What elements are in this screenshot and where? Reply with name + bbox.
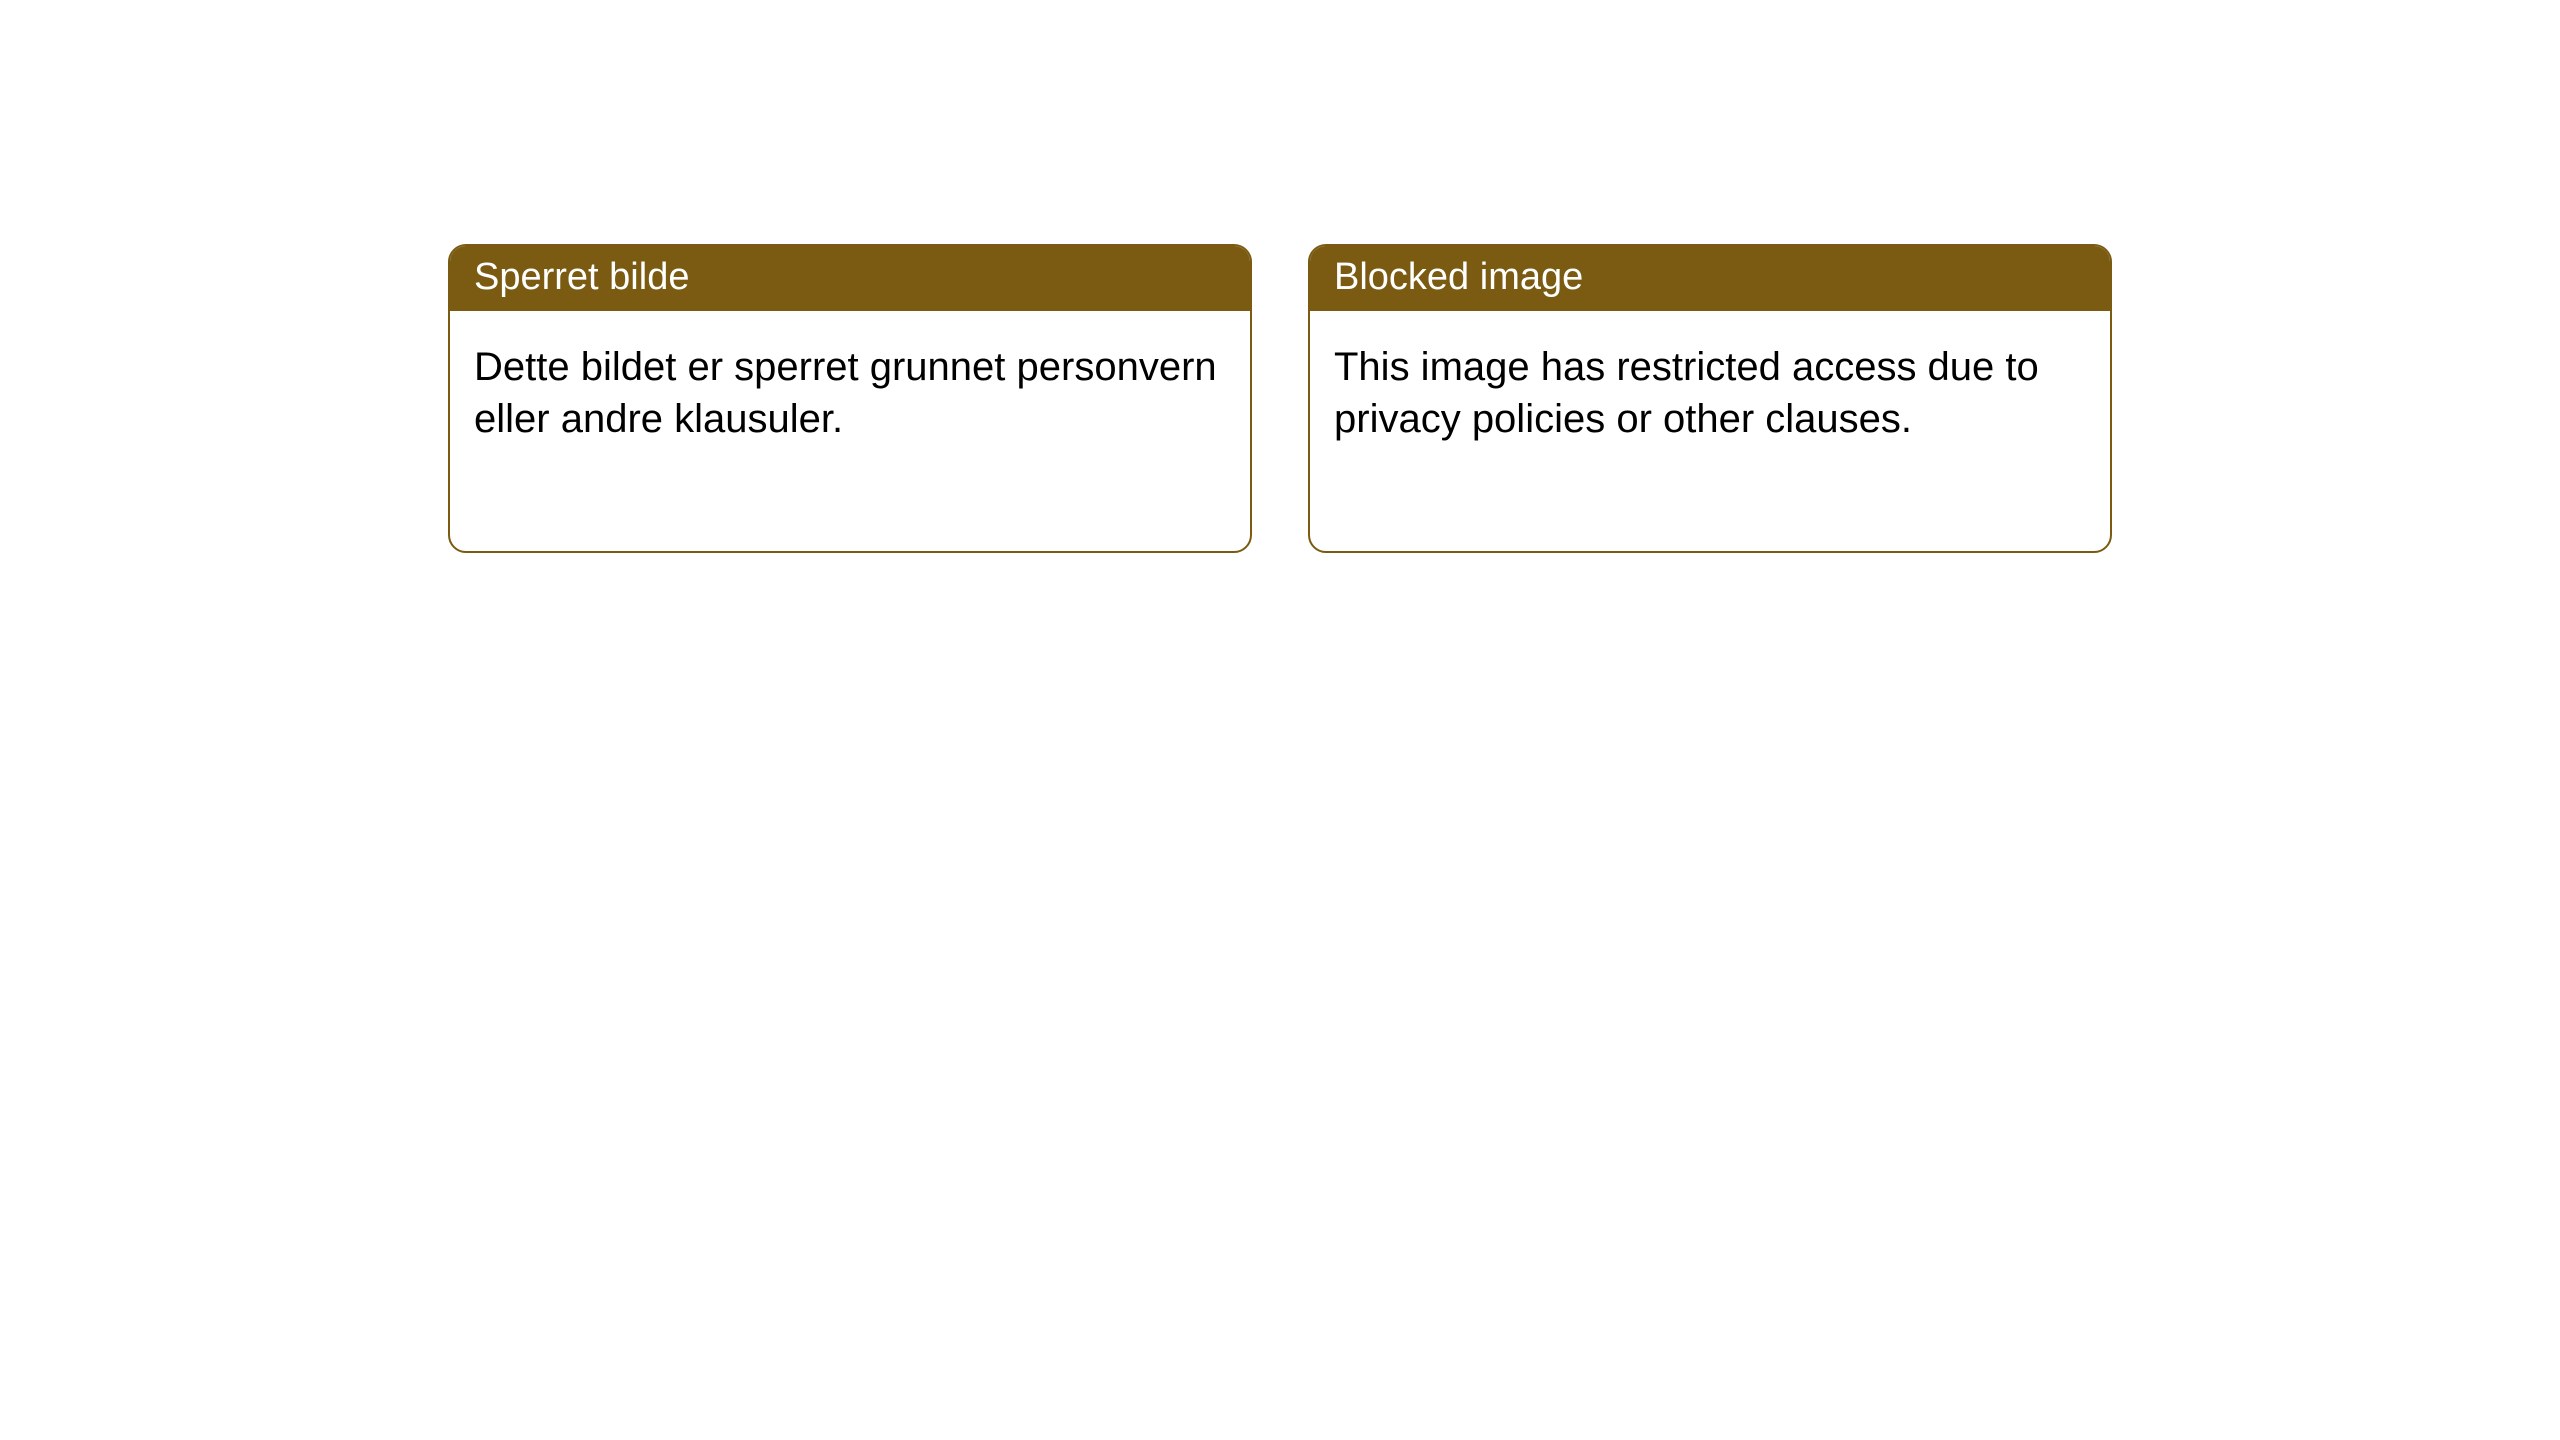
notice-body: Dette bildet er sperret grunnet personve… (450, 311, 1250, 551)
notice-body-text: Dette bildet er sperret grunnet personve… (474, 345, 1217, 441)
notice-header: Sperret bilde (450, 246, 1250, 311)
notice-title: Sperret bilde (474, 256, 689, 298)
notice-header: Blocked image (1310, 246, 2110, 311)
notice-title: Blocked image (1334, 256, 1583, 298)
notice-box-english: Blocked image This image has restricted … (1308, 244, 2112, 553)
notice-body-text: This image has restricted access due to … (1334, 345, 2039, 441)
notice-body: This image has restricted access due to … (1310, 311, 2110, 551)
notice-container: Sperret bilde Dette bildet er sperret gr… (0, 0, 2560, 553)
notice-box-norwegian: Sperret bilde Dette bildet er sperret gr… (448, 244, 1252, 553)
